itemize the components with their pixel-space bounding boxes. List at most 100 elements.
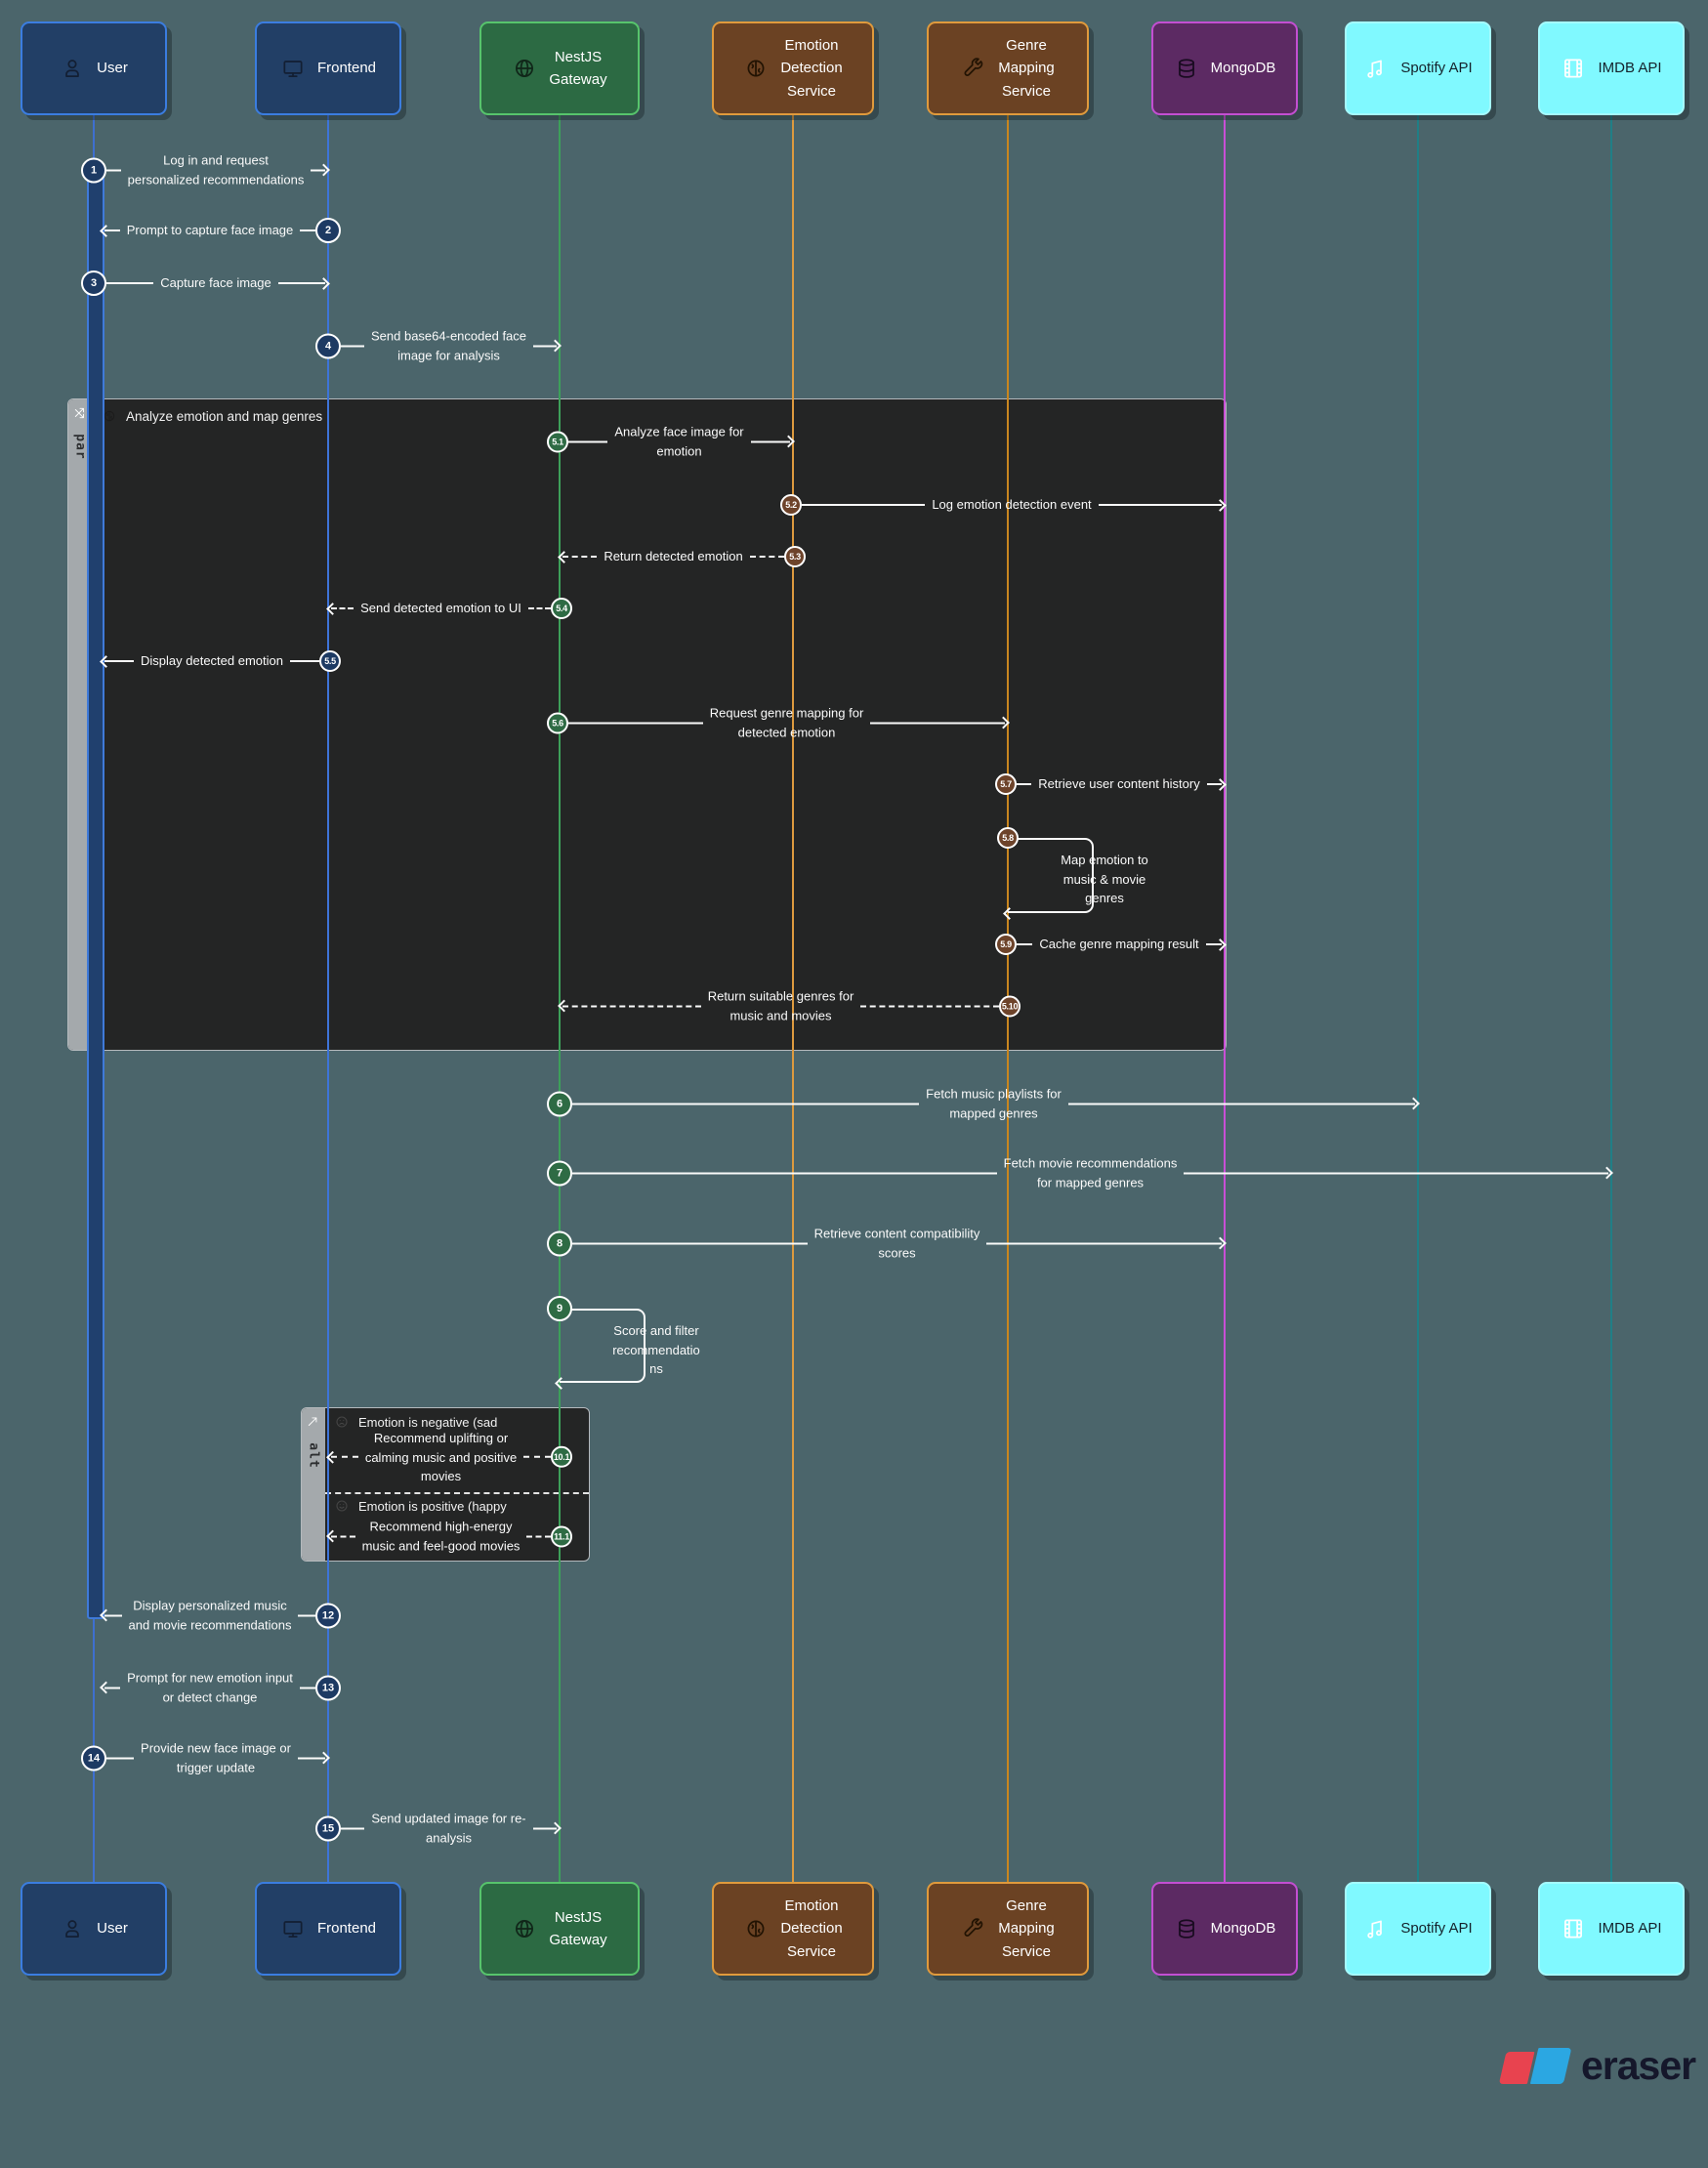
- message-label: Send base64-encoded face image for analy…: [371, 328, 527, 363]
- message-7[interactable]: 7 Fetch movie recommendations for mapped …: [547, 1154, 1613, 1192]
- message-line: [568, 722, 703, 724]
- message-5.3[interactable]: Return detected emotion 5.3: [558, 546, 806, 567]
- wrench-icon: [961, 56, 986, 81]
- actor-mongodb-top[interactable]: MongoDB: [1151, 21, 1298, 115]
- actor-frontend-bottom[interactable]: Frontend: [255, 1882, 401, 1976]
- message-label: Return detected emotion: [604, 549, 743, 564]
- arrowhead-icon: [317, 276, 330, 290]
- message-5.10[interactable]: Return suitable genres for music and mov…: [558, 987, 1021, 1025]
- message-line: [106, 1757, 135, 1759]
- message-5.7[interactable]: 5.7 Retrieve user content history: [995, 773, 1227, 795]
- message-line: [749, 556, 784, 558]
- actor-mongodb-bottom[interactable]: MongoDB: [1151, 1882, 1298, 1976]
- arrowhead-icon: [782, 435, 795, 448]
- message-label: Prompt for new emotion input or detect c…: [127, 1670, 293, 1705]
- message-5.8[interactable]: Map emotion to music & movie genres 5.8: [997, 827, 1148, 920]
- message-13[interactable]: Prompt for new emotion input or detect c…: [100, 1669, 341, 1707]
- arrowhead-icon: [326, 1529, 339, 1543]
- actor-frontend-top[interactable]: Frontend: [255, 21, 401, 115]
- eraser-logo-blue-shape: [1529, 2047, 1572, 2084]
- actor-gateway-top[interactable]: NestJS Gateway: [479, 21, 640, 115]
- message-14[interactable]: 14 Provide new face image or trigger upda…: [81, 1739, 330, 1777]
- message-5.1[interactable]: 5.1 Analyze face image for emotion: [547, 423, 795, 461]
- message-9[interactable]: Score and filter recommendatio ns 9: [547, 1296, 700, 1390]
- message-line: [1017, 943, 1033, 945]
- arrowhead-icon: [997, 716, 1010, 730]
- arrowhead-icon: [100, 1608, 112, 1622]
- actor-label: Genre Mapping Service: [998, 37, 1055, 100]
- message-5.2[interactable]: 5.2 Log emotion detection event: [780, 494, 1227, 516]
- message-label: Recommend high-energy music and feel-goo…: [361, 1519, 521, 1554]
- message-label: Log in and request personalized recommen…: [127, 152, 305, 188]
- actor-label: User: [97, 1920, 128, 1938]
- arrowhead-icon: [100, 654, 112, 668]
- message-line: [750, 440, 791, 442]
- message-label: Prompt to capture face image: [126, 223, 294, 238]
- actor-label: NestJS Gateway: [549, 1908, 607, 1948]
- actor-spotify-top[interactable]: Spotify API: [1345, 21, 1491, 115]
- actor-label: IMDB API: [1598, 1920, 1662, 1938]
- par-fragment-title-text: Analyze emotion and map genres: [126, 408, 323, 424]
- message-label: Display personalized music and movie rec…: [128, 1598, 292, 1633]
- arrowhead-icon: [558, 999, 570, 1013]
- message-4[interactable]: 4 Send base64-encoded face image for anal…: [315, 327, 562, 365]
- message-line: [104, 229, 120, 231]
- sad-face-icon: [334, 1414, 350, 1430]
- message-line: [298, 1614, 316, 1616]
- message-number-badge: 8: [547, 1230, 572, 1256]
- message-line: [572, 1242, 808, 1244]
- message-5.9[interactable]: 5.9 Cache genre mapping result: [995, 934, 1227, 955]
- message-line: [104, 1614, 122, 1616]
- message-3[interactable]: 3 Capture face image: [81, 271, 330, 296]
- message-line: [341, 345, 364, 347]
- eraser-logo[interactable]: eraser: [1498, 2043, 1696, 2089]
- message-line: [986, 1242, 1222, 1244]
- message-line: [1205, 943, 1223, 945]
- arrowhead-icon: [1214, 938, 1227, 951]
- message-line: [562, 1005, 701, 1007]
- message-8[interactable]: 8 Retrieve content compatibility scores: [547, 1225, 1227, 1263]
- lifeline-emotion: [792, 115, 794, 1883]
- actor-imdb-top[interactable]: IMDB API: [1538, 21, 1685, 115]
- actor-gateway-bottom[interactable]: NestJS Gateway: [479, 1882, 640, 1976]
- message-label: Log emotion detection event: [932, 497, 1092, 513]
- message-11.1[interactable]: Recommend high-energy music and feel-goo…: [326, 1518, 573, 1556]
- par-fragment[interactable]: par Analyze emotion and map genres: [67, 398, 1227, 1051]
- message-label: Send updated image for re- analysis: [371, 1811, 526, 1846]
- message-5.4[interactable]: Send detected emotion to UI 5.4: [326, 598, 572, 619]
- message-5.6[interactable]: 5.6 Request genre mapping for detected em…: [547, 704, 1010, 742]
- actor-genre-top[interactable]: Genre Mapping Service: [927, 21, 1089, 115]
- message-1[interactable]: 1 Log in and request personalized recomme…: [81, 151, 330, 189]
- message-12[interactable]: Display personalized music and movie rec…: [100, 1597, 342, 1635]
- message-number-badge: 9: [547, 1296, 572, 1321]
- message-line: [526, 1535, 552, 1537]
- alt-guard-negative-text: Emotion is negative (sad: [358, 1414, 498, 1430]
- actor-genre-bottom[interactable]: Genre Mapping Service: [927, 1882, 1089, 1976]
- message-2[interactable]: Prompt to capture face image 2: [100, 218, 341, 243]
- message-number-badge: 7: [547, 1160, 572, 1186]
- message-line: [532, 1827, 557, 1829]
- message-line: [106, 282, 154, 284]
- message-label: Retrieve content compatibility scores: [813, 1226, 980, 1261]
- arrowhead-icon: [1214, 1236, 1227, 1250]
- actor-user-bottom[interactable]: User: [21, 1882, 167, 1976]
- actor-imdb-bottom[interactable]: IMDB API: [1538, 1882, 1685, 1976]
- film-icon: [1561, 56, 1586, 81]
- person-icon: [60, 56, 85, 81]
- message-10.1[interactable]: Recommend uplifting or calming music and…: [326, 1429, 573, 1486]
- message-line: [297, 1757, 326, 1759]
- actor-user-top[interactable]: User: [21, 21, 167, 115]
- music-icon: [1363, 56, 1389, 81]
- actor-emotion-top[interactable]: Emotion Detection Service: [712, 21, 874, 115]
- message-5.5[interactable]: Display detected emotion 5.5: [100, 650, 342, 672]
- actor-emotion-bottom[interactable]: Emotion Detection Service: [712, 1882, 874, 1976]
- brain-icon: [102, 408, 117, 424]
- activation-bar-user: [87, 162, 104, 1619]
- message-label: Fetch music playlists for mapped genres: [926, 1086, 1062, 1121]
- alt-fragment-label: alt: [306, 1442, 321, 1469]
- message-6[interactable]: 6 Fetch music playlists for mapped genres: [547, 1085, 1420, 1123]
- actor-spotify-bottom[interactable]: Spotify API: [1345, 1882, 1491, 1976]
- message-label: Score and filter recommendatio ns: [612, 1323, 700, 1376]
- message-line: [341, 1827, 365, 1829]
- message-15[interactable]: 15 Send updated image for re- analysis: [315, 1810, 562, 1848]
